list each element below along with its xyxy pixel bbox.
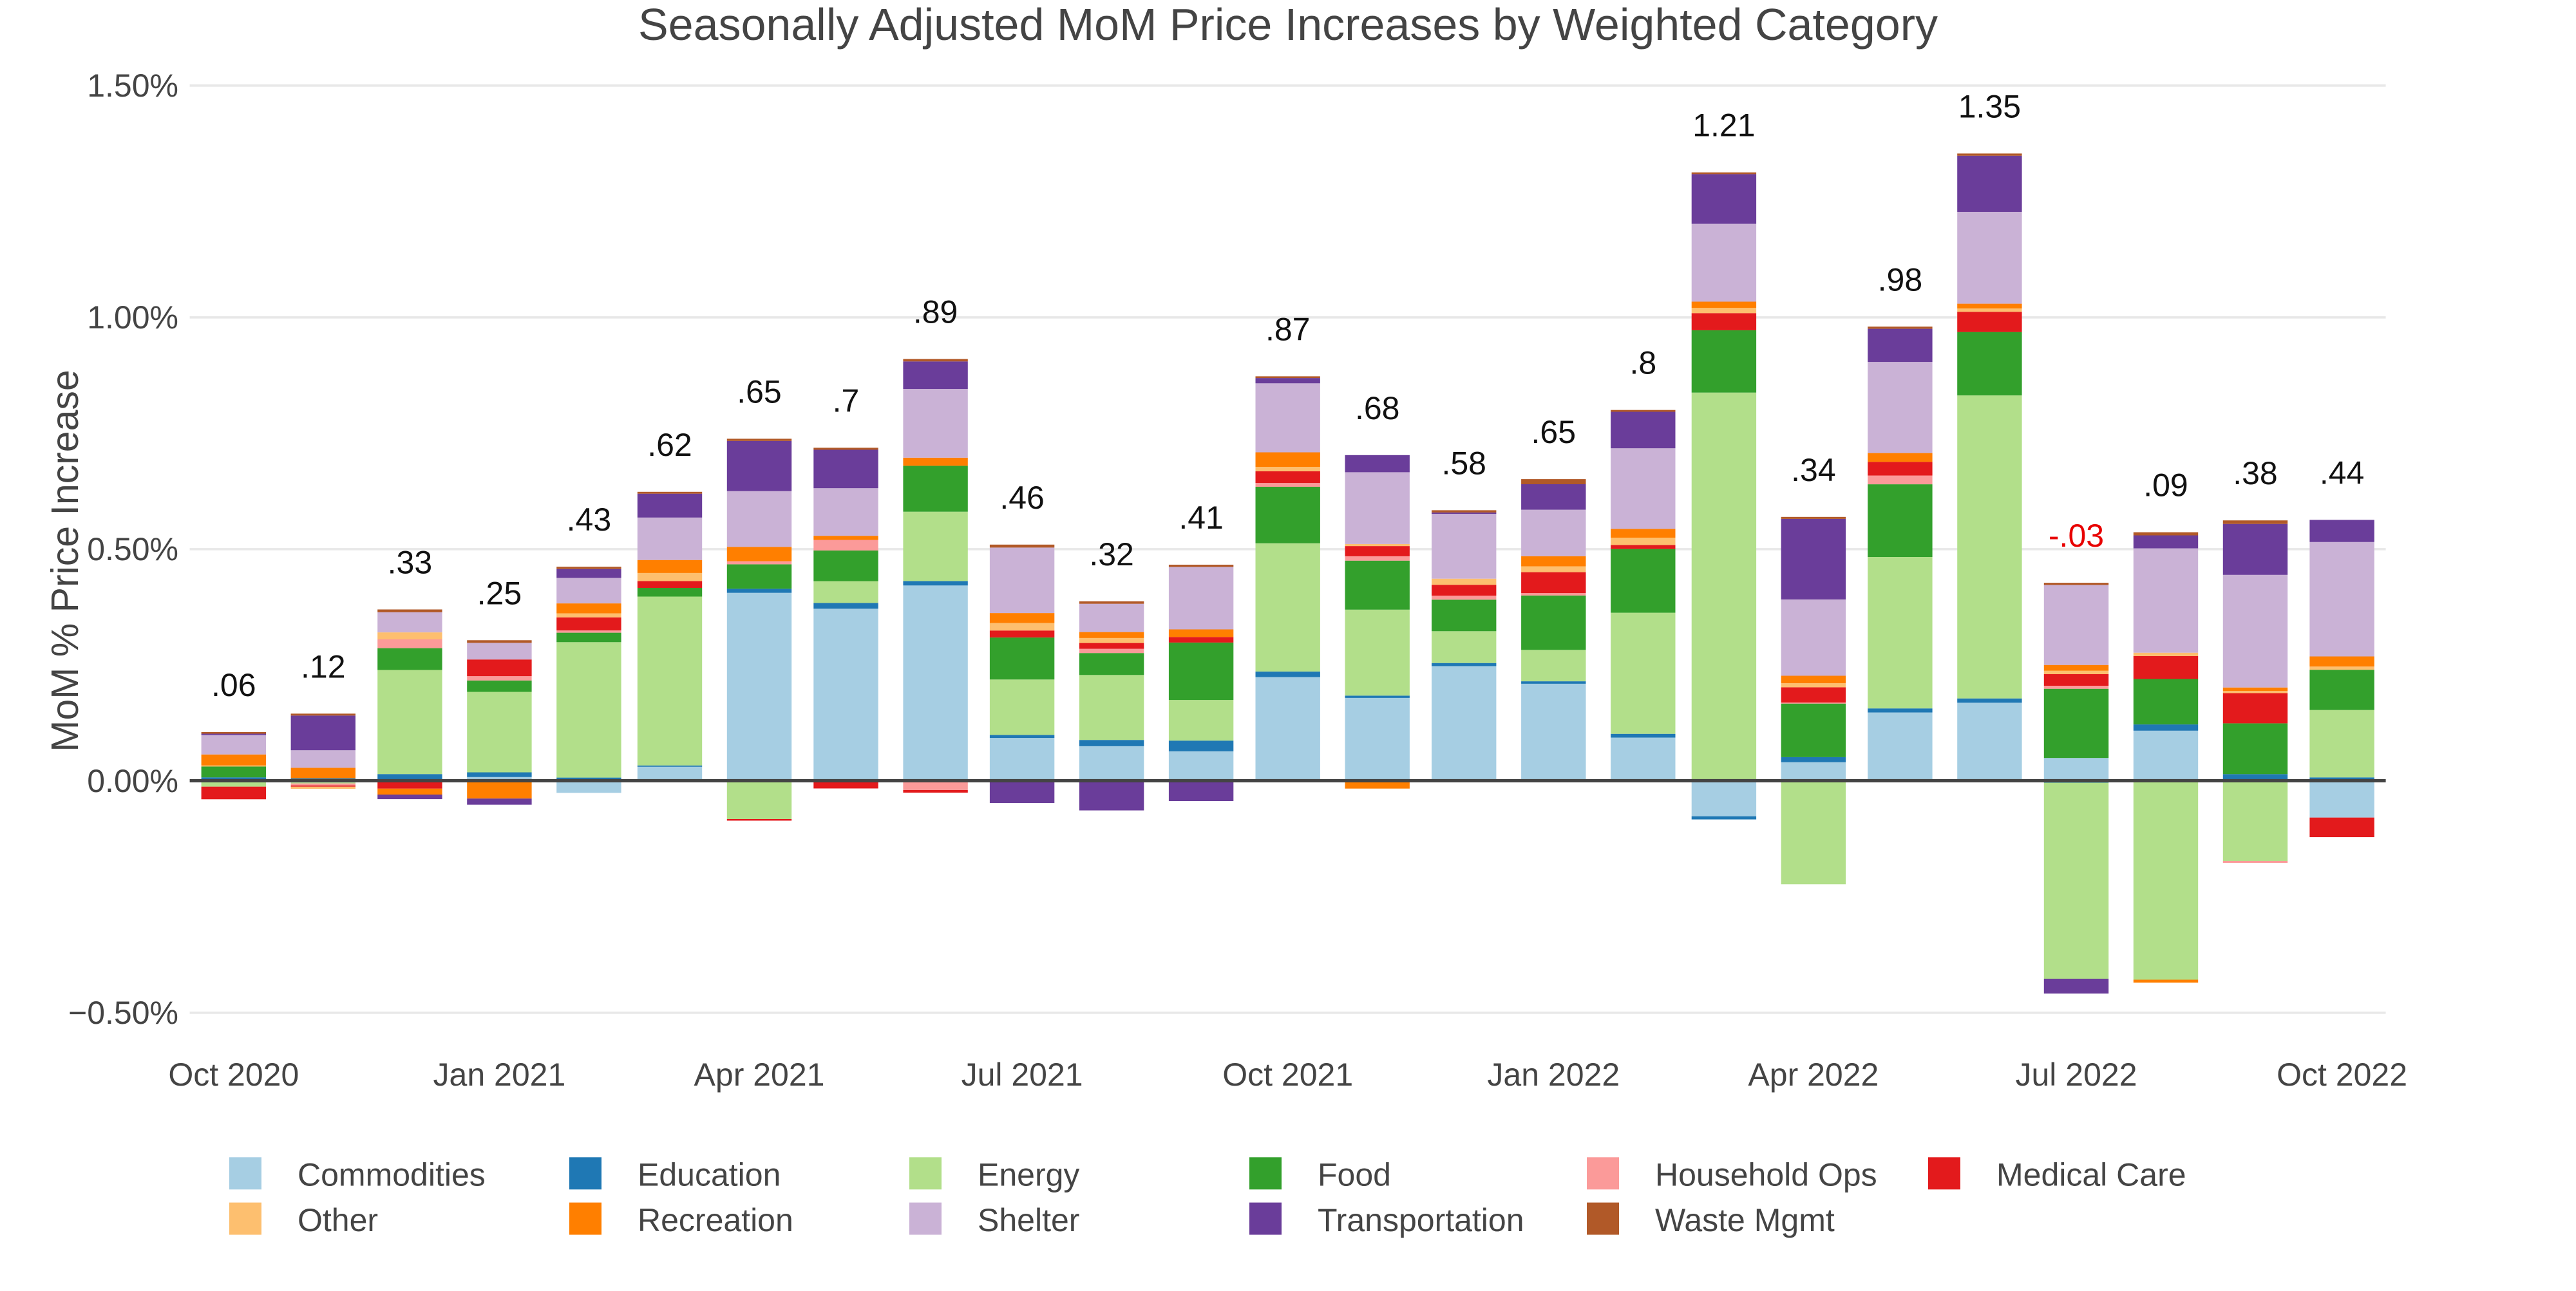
svg-text:.34: .34 <box>1791 452 1836 488</box>
svg-text:.12: .12 <box>301 648 346 684</box>
svg-text:Jan 2022: Jan 2022 <box>1487 1057 1620 1093</box>
svg-text:.33: .33 <box>388 545 433 581</box>
svg-text:Medical Care: Medical Care <box>1996 1157 2186 1193</box>
svg-text:.89: .89 <box>913 294 958 330</box>
svg-text:1.00%: 1.00% <box>87 299 178 335</box>
svg-text:Jul 2021: Jul 2021 <box>961 1057 1083 1093</box>
svg-text:Jul 2022: Jul 2022 <box>2015 1057 2137 1093</box>
svg-text:.8: .8 <box>1629 345 1656 381</box>
svg-text:.25: .25 <box>477 575 522 611</box>
svg-text:Education: Education <box>638 1157 781 1193</box>
svg-text:.06: .06 <box>211 667 256 703</box>
svg-text:.58: .58 <box>1441 445 1486 481</box>
svg-text:.98: .98 <box>1878 261 1923 297</box>
svg-text:1.21: 1.21 <box>1692 108 1755 144</box>
svg-text:Oct 2021: Oct 2021 <box>1222 1057 1353 1093</box>
svg-text:.87: .87 <box>1265 311 1311 347</box>
svg-text:0.00%: 0.00% <box>87 763 178 799</box>
svg-text:.44: .44 <box>2320 455 2365 491</box>
svg-text:Shelter: Shelter <box>978 1202 1079 1238</box>
svg-text:1.50%: 1.50% <box>87 68 178 104</box>
svg-text:.68: .68 <box>1355 390 1400 426</box>
svg-text:.09: .09 <box>2143 467 2188 504</box>
svg-text:Oct 2020: Oct 2020 <box>168 1057 299 1093</box>
svg-text:1.35: 1.35 <box>1958 88 2021 124</box>
svg-text:Other: Other <box>298 1202 378 1238</box>
svg-text:Energy: Energy <box>978 1157 1079 1193</box>
svg-text:.65: .65 <box>1531 414 1577 450</box>
svg-text:Seasonally Adjusted MoM Price: Seasonally Adjusted MoM Price Increases … <box>638 0 1938 50</box>
svg-text:.43: .43 <box>567 502 612 538</box>
svg-text:Jan 2021: Jan 2021 <box>433 1057 566 1093</box>
svg-text:−0.50%: −0.50% <box>68 995 178 1031</box>
svg-text:Transportation: Transportation <box>1318 1202 1524 1238</box>
svg-text:Household Ops: Household Ops <box>1655 1157 1877 1193</box>
svg-text:Food: Food <box>1318 1157 1391 1193</box>
svg-text:.62: .62 <box>647 427 692 463</box>
svg-text:.32: .32 <box>1089 536 1134 572</box>
svg-text:.38: .38 <box>2233 455 2278 491</box>
svg-text:Waste Mgmt: Waste Mgmt <box>1655 1202 1835 1238</box>
svg-text:MoM % Price Increase: MoM % Price Increase <box>44 370 86 751</box>
svg-text:Apr 2022: Apr 2022 <box>1748 1057 1879 1093</box>
svg-text:Recreation: Recreation <box>638 1202 793 1238</box>
svg-text:Commodities: Commodities <box>298 1157 486 1193</box>
svg-text:-.03: -.03 <box>2049 518 2104 554</box>
svg-text:0.50%: 0.50% <box>87 531 178 567</box>
svg-text:.7: .7 <box>833 382 860 419</box>
svg-text:Apr 2021: Apr 2021 <box>694 1057 825 1093</box>
svg-text:Oct 2022: Oct 2022 <box>2277 1057 2407 1093</box>
svg-text:.65: .65 <box>737 373 782 410</box>
svg-text:.41: .41 <box>1179 500 1224 536</box>
svg-text:.46: .46 <box>999 480 1045 516</box>
